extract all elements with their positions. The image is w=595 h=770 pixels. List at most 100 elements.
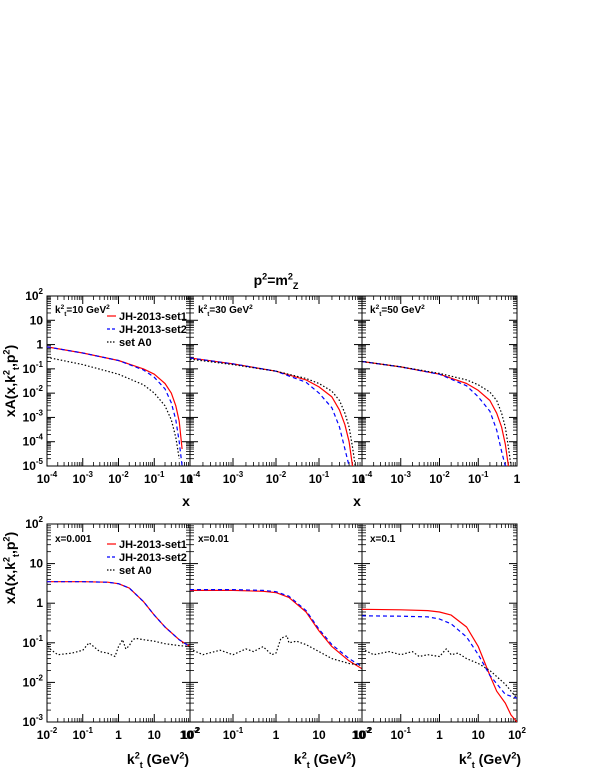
figure-title-text: p2​=m2​Z​ [254,272,299,292]
y-tick-label: 10-4 [23,433,44,449]
tick-exponent: -3 [236,470,244,479]
panel-frame [361,295,518,467]
superscript: 2 [346,751,351,761]
series-line-jh-2013-set2 [190,588,362,668]
x-tick-label: 10 [472,728,486,742]
tick-exponent: -1 [36,360,44,369]
tick-base: 10 [25,289,39,303]
superscript: 2 [376,304,380,311]
tick-exponent: -4 [36,433,44,442]
text-run: k [55,305,61,316]
x-tick-label: 10 [148,728,162,742]
series-line-jh-2013-set1 [47,581,190,648]
superscript: 2 [106,304,110,311]
superscript: 2 [249,304,253,311]
series-line-jh-2013-set2 [47,581,190,648]
y-tick-label: 102 [25,287,43,303]
tick-base: 10 [266,472,280,486]
superscript: 2 [135,751,140,761]
tick-base: 10 [25,517,39,531]
tick-exponent: 2 [366,726,371,735]
x-tick-label: 1 [359,472,366,486]
x-tick-label: 1 [514,472,521,486]
subscript: t [11,367,21,370]
tick-exponent: 2 [194,726,199,735]
tick-base: 10 [37,728,51,742]
x-tick-label: 10-4 [37,470,58,486]
panel-annotation: x=0.01 [198,534,229,545]
text-run: x [353,493,361,509]
tick-base: 10 [429,472,443,486]
y-tick-label: 10 [30,313,44,327]
superscript: 2 [288,272,293,282]
panel-frame [361,523,518,723]
x-tick-label: 10-2 [352,726,373,742]
tick-base: 10 [108,472,122,486]
text-run: (GeV [475,751,512,767]
tick-exponent: -3 [86,470,94,479]
x-tick-label: 10-1 [144,470,165,486]
panel-annotation: x=0.1 [370,534,396,545]
axis-labels: xA(x,k2​t​,p2​) xA(x,k2​t​,p2​) x x k2​t​ (G… [2,345,521,770]
superscript: 2 [179,751,184,761]
top-x-axis-label-left: x [182,493,190,509]
tick-exponent: -2 [36,384,44,393]
y-tick-label: 10-1 [23,634,44,650]
tick-exponent: -2 [36,673,44,682]
tick-exponent: -4 [193,470,201,479]
tick-exponent: 2 [39,287,44,296]
x-tick-label: 1 [187,472,194,486]
tick-base: 10 [391,472,405,486]
tick-exponent: -5 [36,457,44,466]
tick-base: 10 [23,386,37,400]
text-run: ) [184,751,189,767]
series-line-jh-2013-set2 [362,360,506,466]
y-tick-label: 1 [36,596,43,610]
tick-base: 10 [23,410,37,424]
text-run: ,p [2,542,18,554]
subscript: t [207,311,210,318]
text-run: x [182,493,190,509]
y-tick-label: 10 [30,557,44,571]
tick-base: 10 [23,636,37,650]
text-run: x=0.01 [198,534,229,545]
x-tick-label: 10-4 [180,470,201,486]
y-tick-label: 10-3 [23,408,44,424]
tick-exponent: -2 [279,470,287,479]
tick-base: 10 [468,472,482,486]
tick-exponent: -3 [36,408,44,417]
tick-exponent: -2 [50,726,58,735]
text-run: xA(x,k [2,375,18,417]
x-tick-label: 10-4 [352,470,373,486]
text-run: ,p [2,355,18,367]
series-group [47,346,183,466]
legend-label: set A0 [119,337,152,349]
x-tick-label: 10-2 [429,470,450,486]
x-tick-label: 102 [508,726,526,742]
tick-exponent: -3 [36,713,44,722]
x-tick-label: 102 [181,726,199,742]
tick-base: 10 [391,728,405,742]
superscript: 2 [2,370,12,375]
superscript: 2 [204,304,208,311]
subscript: t [11,554,21,557]
legend-label: JH-2013-set1 [119,311,187,323]
legend-label: JH-2013-set2 [119,552,187,564]
x-tick-label: 10-1 [73,726,94,742]
tick-base: 10 [223,472,237,486]
x-tick-label: 10-3 [223,470,244,486]
x-tick-label: 1 [115,728,122,742]
tick-base: 10 [73,728,87,742]
x-tick-label: 10-3 [73,470,94,486]
series-group [362,360,512,466]
y-tick-label: 10-2 [23,384,44,400]
tick-base: 10 [144,472,158,486]
subscript: t [307,760,310,770]
series-line-jh-2013-set2 [47,346,183,466]
y-tick-label: 10-3 [23,713,44,729]
